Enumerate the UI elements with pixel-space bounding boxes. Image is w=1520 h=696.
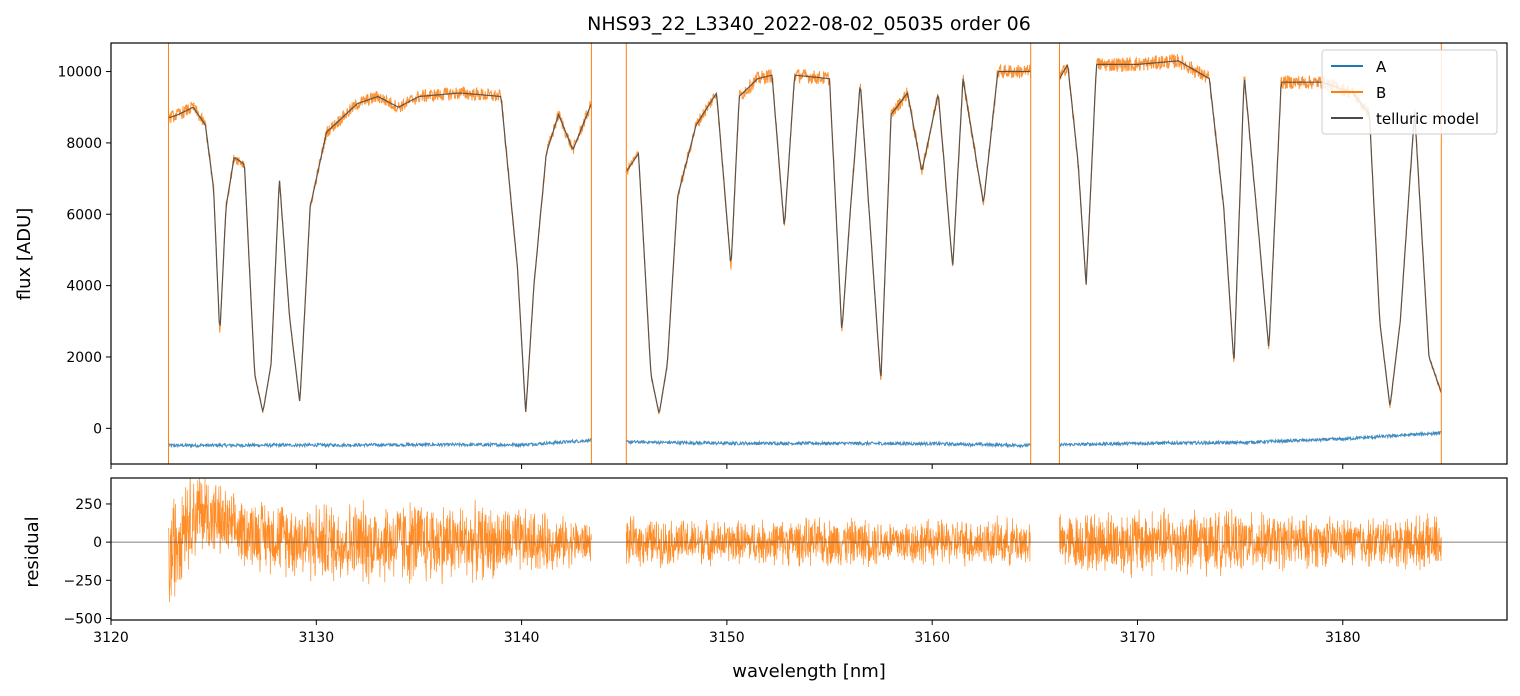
flux-panel: 0 2000 4000 6000 8000 10000 flux [ADU] A B te… — [14, 42, 1508, 469]
residual-panel-frame — [110, 477, 1508, 621]
x-tick-label: 3180 — [1325, 630, 1361, 646]
legend-label-b: B — [1376, 84, 1386, 102]
flux-series-group — [167, 43, 1442, 464]
residual-y-tick-label: 250 — [75, 497, 102, 513]
flux-panel-frame — [110, 42, 1508, 465]
x-tick-label: 3130 — [298, 630, 334, 646]
x-tick-label: 3140 — [504, 630, 540, 646]
residual-y-tick-label: 0 — [93, 535, 102, 551]
legend-label-telluric-model: telluric model — [1376, 110, 1479, 128]
flux-y-tick-label: 10000 — [57, 65, 102, 81]
flux-x-ticks — [110, 464, 1344, 469]
residual-x-ticks: 3120 3130 3140 3150 3160 3170 3180 — [93, 620, 1361, 646]
flux-y-ticks: 0 2000 4000 6000 8000 10000 — [57, 65, 111, 437]
residual-y-tick-label: −500 — [64, 611, 102, 627]
flux-series-telluric-model — [168, 60, 1442, 413]
residual-y-ticks: −500 −250 0 250 — [64, 497, 111, 627]
flux-y-tick-label: 4000 — [66, 279, 102, 295]
flux-y-tick-label: 0 — [93, 421, 102, 437]
x-tick-label: 3120 — [93, 630, 129, 646]
flux-y-axis-label: flux [ADU] — [14, 208, 35, 301]
x-tick-label: 3170 — [1120, 630, 1156, 646]
flux-y-tick-label: 2000 — [66, 350, 102, 366]
residual-y-tick-label: −250 — [64, 573, 102, 589]
flux-series-b — [168, 53, 1442, 415]
flux-y-tick-label: 6000 — [66, 207, 102, 223]
x-tick-label: 3150 — [709, 630, 745, 646]
legend-frame — [1321, 49, 1498, 135]
residual-y-axis-label: residual — [22, 516, 43, 587]
flux-series-a — [168, 430, 1442, 449]
legend-label-a: A — [1376, 58, 1387, 76]
x-axis-label: wavelength [nm] — [732, 661, 886, 682]
residual-panel: −500 −250 0 250 3120 3130 3140 3150 3160 3170 318… — [22, 477, 1508, 682]
x-tick-label: 3160 — [914, 630, 950, 646]
residual-series — [168, 478, 1442, 603]
legend: A B telluric model — [1321, 49, 1498, 135]
chart-title: NHS93_22_L3340_2022-08-02_05035 order 06 — [587, 13, 1031, 35]
residual-series-group — [111, 478, 1507, 603]
flux-y-tick-label: 8000 — [66, 136, 102, 152]
